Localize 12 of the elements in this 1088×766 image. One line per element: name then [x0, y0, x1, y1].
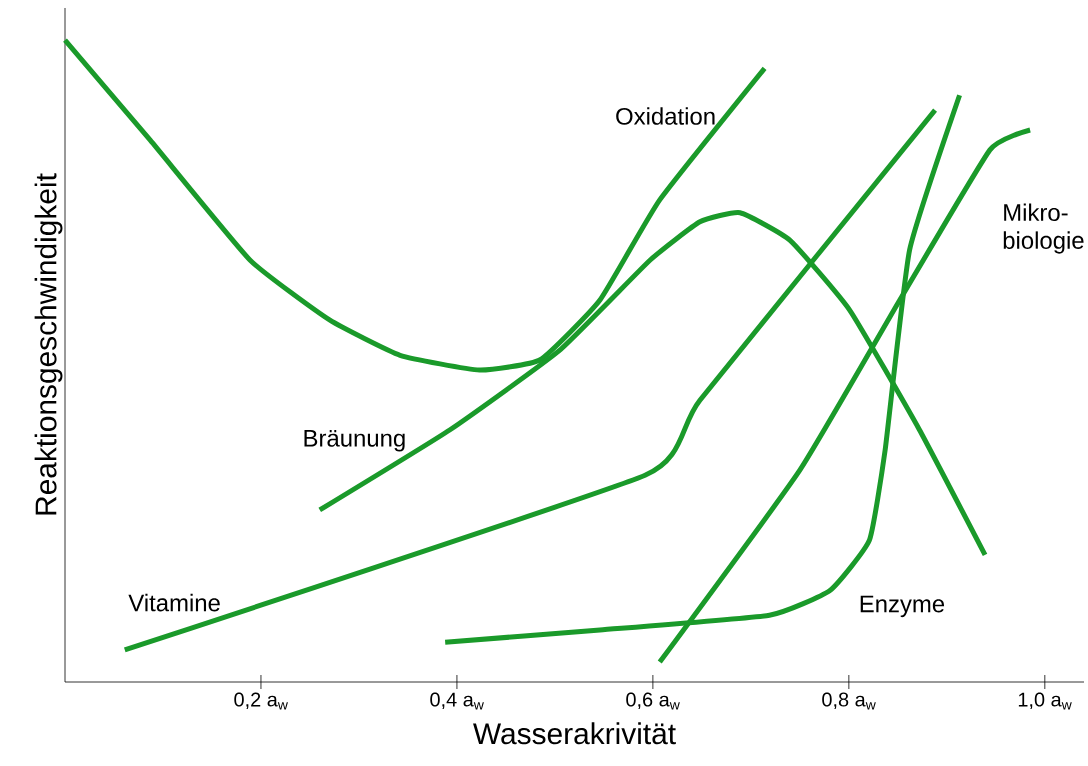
series-label: Enzyme [860, 595, 945, 618]
x-tick-label: 0,8 a$_{w}$ [822, 692, 876, 710]
series-label: Vitamine [128, 593, 220, 612]
x-tick-label: 0,4 a$_{w}$ [430, 692, 484, 710]
y-axis-title: Reaktionsgeschwindigkeit [34, 173, 63, 515]
x-axis-title: Wasserakrivität [473, 722, 676, 745]
x-tick-label: 0,6 a$_{w}$ [626, 692, 680, 710]
x-tick-label: 0,2 a$_{w}$ [234, 692, 288, 710]
series-label: Bräunung [304, 430, 405, 452]
series-label: Oxidation [616, 107, 715, 125]
series-label: Mikro-biologie [1003, 203, 1084, 254]
x-tick-label: 1,0 a$_{w}$ [1018, 692, 1072, 710]
